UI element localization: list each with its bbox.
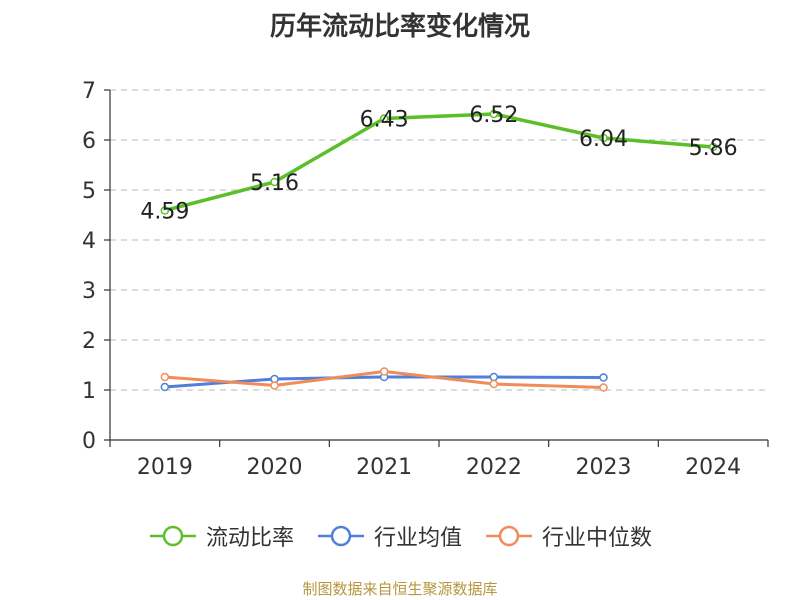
data-point — [379, 114, 389, 123]
data-point — [270, 177, 279, 187]
y-tick-label: 0 — [82, 429, 96, 454]
legend-label: 流动比率 — [205, 526, 294, 551]
series-line — [164, 112, 714, 213]
x-tick-label: 2021 — [356, 455, 412, 480]
data-point — [489, 372, 499, 382]
data-label: 5.86 — [689, 136, 738, 161]
data-label: 6.04 — [579, 127, 628, 152]
legend-label: 行业均值 — [373, 526, 462, 551]
gridlines — [110, 89, 768, 391]
data-label: 5.16 — [250, 171, 299, 196]
data-point — [160, 382, 170, 392]
data-labels: 4.59 5.16 6.43 6.52 6.04 5.86 — [140, 103, 737, 225]
series-lines — [160, 109, 718, 392]
data-point — [599, 383, 608, 392]
x-tick-label: 2022 — [466, 455, 522, 480]
x-tick-label: 2023 — [576, 455, 632, 480]
y-tick-label: 5 — [82, 179, 96, 204]
y-tick-label: 7 — [82, 79, 96, 104]
x-tick-label: 2019 — [137, 455, 193, 480]
legend-item-industry-median[interactable]: 行业中位数 — [484, 520, 652, 552]
data-point — [379, 367, 389, 376]
legend-line-circle-icon — [317, 525, 364, 547]
y-tick-label: 4 — [82, 229, 96, 254]
y-tick-label: 1 — [82, 379, 96, 404]
legend: 流动比率 行业均值 行业中位数 — [0, 520, 800, 552]
chart-title: 历年流动比率变化情况 — [269, 12, 530, 42]
y-tick-label: 3 — [82, 279, 96, 304]
y-tick-label: 2 — [82, 329, 96, 354]
x-tick-label: 2020 — [247, 455, 303, 480]
data-point — [489, 109, 499, 119]
legend-label: 行业中位数 — [542, 526, 653, 551]
data-source-note: 制图数据来自恒生聚源数据库 — [302, 580, 498, 598]
data-point — [708, 142, 718, 152]
data-point — [599, 373, 608, 382]
data-point — [270, 381, 279, 390]
x-tick-label: 2024 — [685, 455, 741, 480]
data-point — [489, 379, 499, 389]
axes: 0 1 2 3 4 5 6 7 2019 2020 2021 2022 2023 2024 — [82, 79, 769, 480]
data-label: 6.52 — [469, 103, 518, 128]
legend-item-industry-mean[interactable]: 行业均值 — [316, 520, 462, 552]
legend-line-circle-icon — [486, 525, 532, 547]
y-tick-label: 6 — [82, 129, 96, 154]
data-label: 4.59 — [140, 200, 189, 225]
legend-item-current-ratio[interactable]: 流动比率 — [148, 520, 294, 552]
legend-line-circle-icon — [149, 525, 196, 547]
data-point — [599, 133, 608, 143]
data-point — [160, 206, 170, 215]
data-label: 6.43 — [360, 108, 409, 133]
data-point — [160, 372, 170, 382]
